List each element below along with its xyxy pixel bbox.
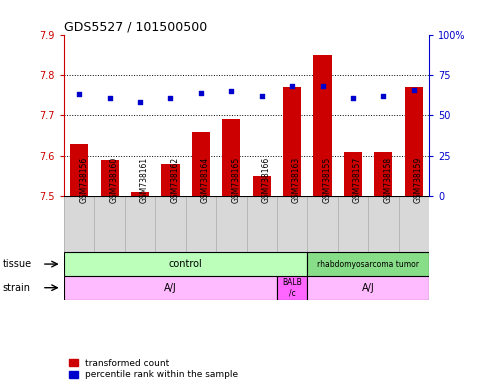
- Text: GSM738162: GSM738162: [171, 157, 179, 203]
- Bar: [405, 87, 423, 196]
- Point: [410, 86, 418, 93]
- Text: strain: strain: [2, 283, 31, 293]
- Point: [349, 94, 357, 101]
- Bar: [101, 160, 119, 196]
- Bar: [283, 87, 301, 196]
- Point: [167, 94, 175, 101]
- Text: GSM738155: GSM738155: [322, 157, 331, 203]
- Text: A/J: A/J: [164, 283, 177, 293]
- Bar: [131, 192, 149, 196]
- Text: GSM738166: GSM738166: [262, 157, 271, 203]
- Text: GSM738159: GSM738159: [414, 157, 423, 203]
- Text: GSM738165: GSM738165: [231, 157, 240, 203]
- Bar: [192, 132, 210, 196]
- Text: GSM738156: GSM738156: [79, 157, 88, 203]
- Point: [318, 83, 326, 89]
- Bar: [252, 176, 271, 196]
- Point: [106, 94, 113, 101]
- Text: GSM738164: GSM738164: [201, 157, 210, 203]
- Bar: [222, 119, 241, 196]
- Text: GDS5527 / 101500500: GDS5527 / 101500500: [64, 20, 208, 33]
- Text: control: control: [169, 259, 203, 269]
- Point: [136, 99, 144, 106]
- Bar: [277, 276, 307, 300]
- Point: [227, 88, 235, 94]
- Point: [380, 93, 387, 99]
- Bar: [307, 252, 429, 276]
- Text: GSM738157: GSM738157: [353, 157, 362, 203]
- Point: [75, 91, 83, 98]
- Bar: [64, 252, 307, 276]
- Legend: transformed count, percentile rank within the sample: transformed count, percentile rank withi…: [69, 359, 238, 379]
- Bar: [64, 276, 277, 300]
- Bar: [70, 144, 88, 196]
- Bar: [374, 152, 392, 196]
- Text: A/J: A/J: [362, 283, 375, 293]
- Text: GSM738160: GSM738160: [109, 157, 119, 203]
- Point: [288, 83, 296, 89]
- Bar: [314, 55, 332, 196]
- Text: BALB
/c: BALB /c: [282, 278, 302, 297]
- Bar: [161, 164, 179, 196]
- Bar: [307, 276, 429, 300]
- Point: [197, 90, 205, 96]
- Text: GSM738163: GSM738163: [292, 157, 301, 203]
- Text: rhabdomyosarcoma tumor: rhabdomyosarcoma tumor: [317, 260, 419, 268]
- Point: [258, 93, 266, 99]
- Text: tissue: tissue: [2, 259, 32, 269]
- Text: GSM738161: GSM738161: [140, 157, 149, 203]
- Bar: [344, 152, 362, 196]
- Text: GSM738158: GSM738158: [384, 157, 392, 203]
